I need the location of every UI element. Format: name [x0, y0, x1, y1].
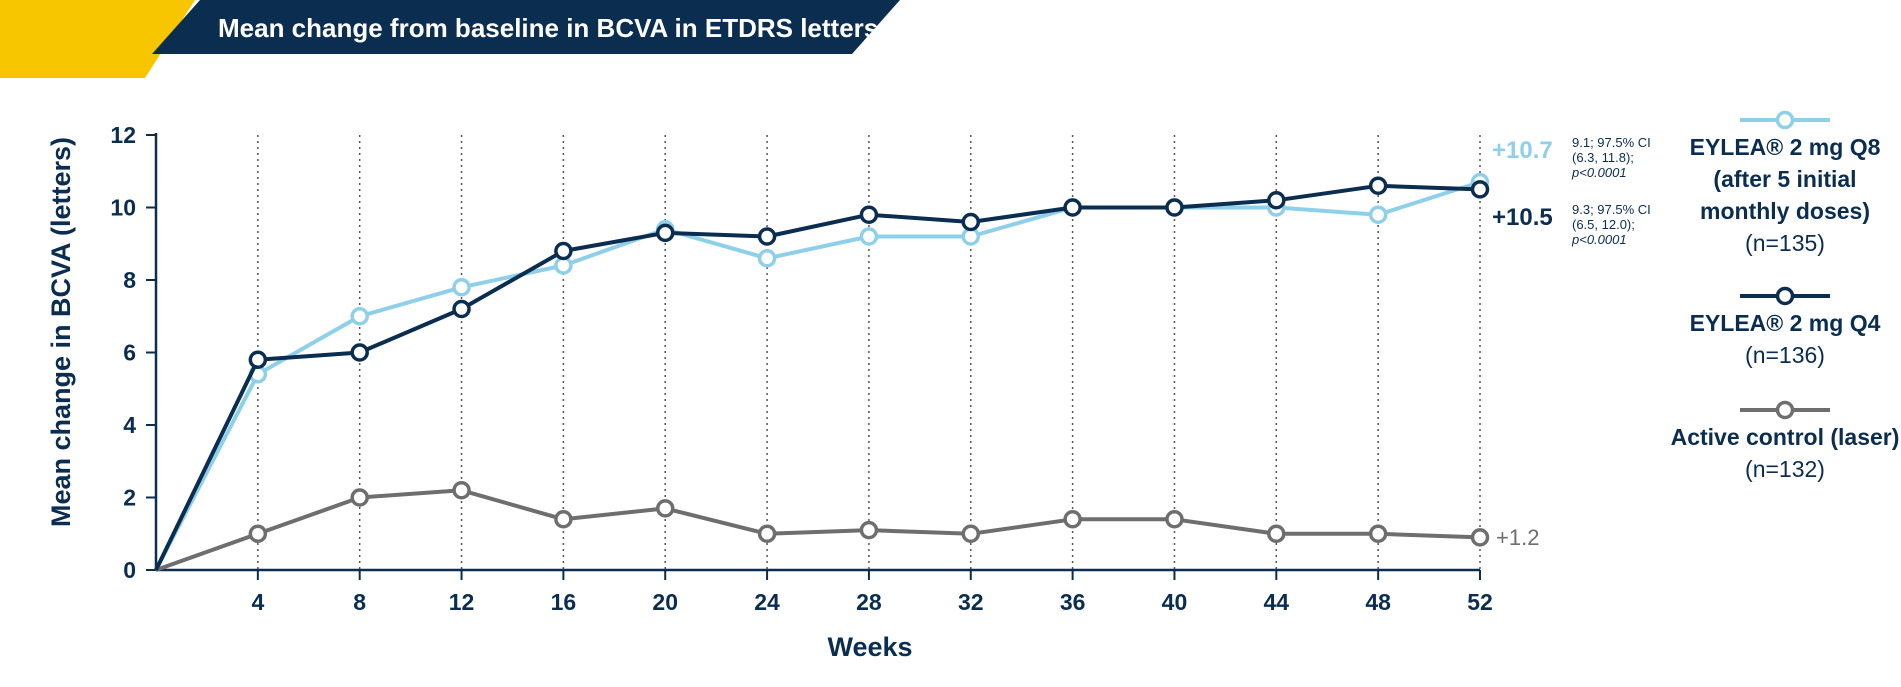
- y-tick-label: 6: [123, 340, 136, 366]
- x-tick-label: 28: [856, 589, 882, 615]
- legend-label: (after 5 initial: [1713, 166, 1856, 192]
- ci-note-q4: p<0.0001: [1571, 232, 1627, 247]
- data-point: [757, 227, 777, 246]
- legend-label: EYLEA® 2 mg Q4: [1690, 310, 1881, 336]
- data-point: [1267, 191, 1286, 210]
- x-tick-label: 44: [1264, 589, 1290, 615]
- x-tick-label: 12: [449, 589, 475, 615]
- legend-swatch-marker: [1775, 110, 1795, 130]
- data-point: [859, 520, 879, 540]
- data-point: [1063, 510, 1082, 529]
- data-point: [350, 488, 369, 507]
- x-tick-label: 8: [353, 589, 366, 615]
- x-tick-label: 40: [1162, 589, 1188, 615]
- y-tick-label: 4: [123, 412, 136, 438]
- x-tick-label: 52: [1467, 589, 1493, 615]
- legend-n: (n=132): [1745, 456, 1825, 482]
- data-point: [248, 350, 268, 369]
- data-point: [1063, 198, 1082, 217]
- y-axis-label: Mean change in BCVA (letters): [46, 137, 76, 527]
- y-tick-label: 2: [123, 485, 136, 511]
- series-line-0: [154, 180, 1481, 571]
- legend: EYLEA® 2 mg Q8 (after 5 initial monthly do…: [1671, 110, 1900, 482]
- title-banner: Mean change from baseline in BCVA in ETD…: [0, 0, 900, 78]
- data-point: [961, 212, 981, 232]
- legend-n: (n=136): [1745, 342, 1825, 368]
- data-point: [1368, 176, 1388, 195]
- y-tick-label: 8: [123, 267, 136, 293]
- series-line-2: [155, 488, 1481, 572]
- y-tick-label: 0: [123, 557, 136, 583]
- data-point: [452, 278, 471, 297]
- data-point: [248, 524, 268, 543]
- ci-note-q8: (6.3, 11.8);: [1572, 150, 1634, 165]
- end-label-q4: +10.5: [1492, 204, 1553, 231]
- data-point: [452, 481, 471, 500]
- data-point: [1470, 180, 1490, 199]
- series-layer: [154, 172, 1490, 572]
- data-point: [757, 249, 777, 268]
- x-axis-label: Weeks: [827, 632, 912, 662]
- x-tick-label: 48: [1365, 589, 1391, 615]
- series-line-1: [154, 183, 1481, 571]
- y-tick-label: 12: [110, 122, 136, 148]
- legend-n: (n=135): [1745, 230, 1825, 256]
- data-point: [452, 299, 471, 319]
- end-label-laser: +1.2: [1496, 525, 1539, 550]
- end-annotations: +10.7 9.1; 97.5% CI(6.3, 11.8);p<0.0001+1…: [1492, 135, 1651, 550]
- ci-note-q8: p<0.0001: [1571, 165, 1627, 180]
- data-point: [350, 307, 369, 326]
- x-tick-label: 36: [1060, 589, 1086, 615]
- data-point: [1368, 205, 1388, 224]
- data-point: [859, 227, 879, 246]
- data-point: [1165, 510, 1184, 529]
- data-point: [554, 241, 573, 261]
- data-point: [655, 223, 675, 243]
- grid-lines: [257, 135, 1481, 570]
- chart-title: Mean change from baseline in BCVA in ETD…: [218, 13, 878, 43]
- legend-swatch-marker: [1775, 400, 1795, 420]
- data-point: [1165, 198, 1184, 217]
- x-tick-label: 4: [251, 589, 264, 615]
- end-label-q8: +10.7: [1492, 137, 1553, 164]
- data-point: [1470, 528, 1490, 547]
- ci-note-q8: 9.1; 97.5% CI: [1572, 135, 1651, 150]
- data-point: [859, 205, 879, 224]
- data-point: [554, 510, 573, 529]
- legend-label: Active control (laser): [1671, 424, 1900, 450]
- x-tick-label: 24: [754, 589, 780, 615]
- y-tick-label: 10: [110, 195, 136, 221]
- banner-background: [152, 0, 900, 54]
- legend-label: monthly doses): [1700, 198, 1870, 224]
- ci-note-q4: (6.5, 12.0);: [1572, 217, 1635, 232]
- data-point: [757, 524, 777, 543]
- legend-label: EYLEA® 2 mg Q8: [1690, 134, 1881, 160]
- ci-note-q4: 9.3; 97.5% CI: [1572, 202, 1651, 217]
- data-point: [961, 524, 981, 543]
- x-tick-label: 32: [958, 589, 984, 615]
- x-tick-label: 20: [652, 589, 678, 615]
- data-point: [350, 343, 369, 362]
- legend-swatch-marker: [1775, 286, 1795, 306]
- data-point: [1267, 524, 1286, 543]
- data-point: [1368, 524, 1388, 543]
- x-tick-label: 16: [551, 589, 577, 615]
- data-point: [655, 499, 675, 518]
- banner-accent: [0, 0, 195, 78]
